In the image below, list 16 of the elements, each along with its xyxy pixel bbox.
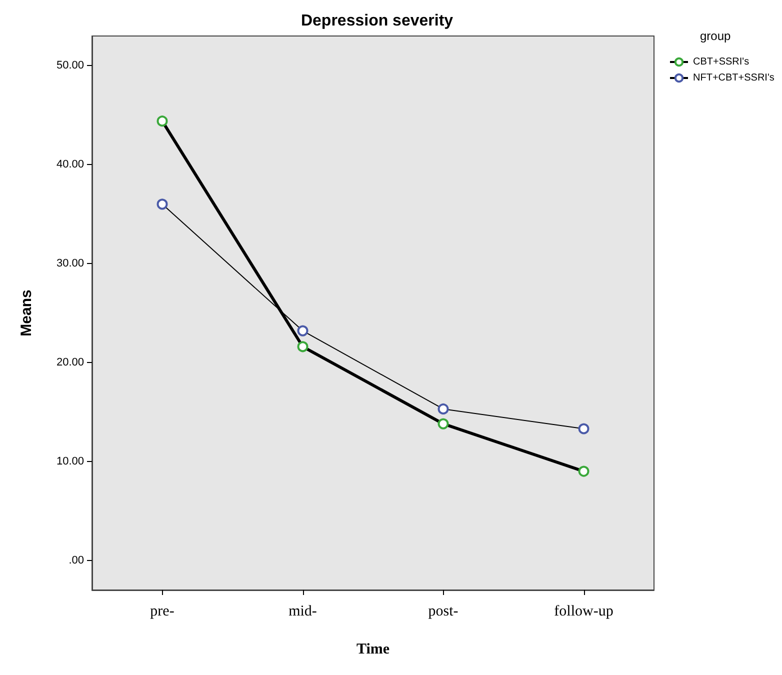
y-tick-label: 30.00 <box>56 258 84 270</box>
x-tick-label: pre- <box>150 604 174 620</box>
chart-title: Depression severity <box>300 12 454 30</box>
x-axis-title: Time <box>356 642 390 658</box>
y-tick-label: 40.00 <box>56 158 84 171</box>
y-tick-label: 20.00 <box>56 356 84 368</box>
legend-label: NFT+CBT+SSRI's <box>693 72 774 84</box>
x-tick-label: follow-up <box>554 604 614 620</box>
x-tick-label: mid- <box>288 604 317 620</box>
y-axis-title: Means <box>18 290 35 336</box>
y-tick-label: .00 <box>68 554 84 566</box>
legend-label: CBT+SSRI's <box>693 56 750 68</box>
x-tick-label: post- <box>428 604 458 620</box>
legend-title: group <box>700 29 732 43</box>
y-tick-label: 10.00 <box>56 455 84 468</box>
y-tick-label: 50.00 <box>56 60 84 72</box>
